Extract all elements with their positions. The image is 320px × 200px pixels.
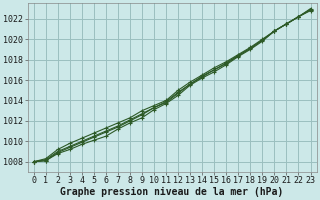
X-axis label: Graphe pression niveau de la mer (hPa): Graphe pression niveau de la mer (hPa) [60,186,284,197]
